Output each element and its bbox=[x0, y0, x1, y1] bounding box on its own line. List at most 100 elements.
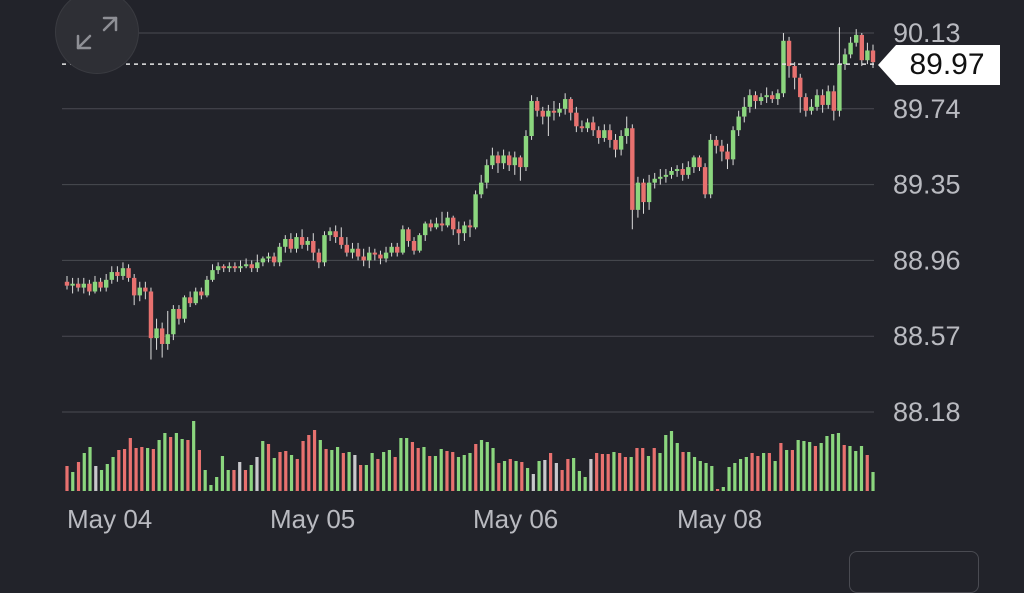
corner-control[interactable] bbox=[849, 551, 979, 593]
volume-bar bbox=[842, 445, 846, 491]
candle-body bbox=[333, 231, 338, 238]
candle-body bbox=[70, 283, 75, 286]
candle-body bbox=[613, 139, 618, 150]
x-tick-label: May 06 bbox=[473, 504, 558, 534]
candle-body bbox=[154, 328, 159, 339]
volume-bar bbox=[65, 466, 69, 491]
volume-bar bbox=[704, 463, 708, 491]
candle-body bbox=[98, 281, 103, 288]
volume-bar bbox=[272, 458, 276, 491]
volume-bar bbox=[865, 455, 869, 491]
volume-bar bbox=[324, 449, 328, 491]
volume-bar bbox=[335, 447, 340, 491]
candle-body bbox=[691, 157, 697, 168]
candle-body bbox=[602, 130, 607, 138]
volume-bar bbox=[773, 461, 777, 491]
volume-bar bbox=[606, 454, 610, 491]
volume-bar bbox=[549, 453, 553, 491]
volume-bar bbox=[134, 448, 138, 491]
candle-body bbox=[361, 256, 366, 261]
candle-body bbox=[663, 174, 669, 177]
y-tick-label: 88.18 bbox=[893, 397, 961, 427]
candle-body bbox=[171, 308, 176, 335]
volume-bar bbox=[192, 421, 196, 491]
candle-body bbox=[378, 254, 383, 259]
volume-bar bbox=[479, 440, 484, 491]
candle-body bbox=[786, 40, 792, 67]
volume-bar bbox=[387, 450, 391, 491]
volume-bar bbox=[451, 452, 455, 491]
volume-bar bbox=[779, 443, 783, 491]
price-pointer-icon bbox=[878, 45, 1000, 85]
volume-bar bbox=[255, 457, 259, 491]
candle-body bbox=[109, 272, 114, 280]
volume-bar bbox=[641, 448, 645, 491]
volume-bar bbox=[727, 467, 731, 491]
volume-bar bbox=[232, 470, 236, 491]
volume-bar bbox=[88, 447, 92, 491]
candle-body bbox=[148, 291, 154, 339]
candle-body bbox=[467, 225, 473, 228]
volume-bar bbox=[151, 449, 155, 491]
candle-body bbox=[473, 194, 478, 228]
candle-body bbox=[383, 252, 389, 259]
candle-body bbox=[641, 182, 646, 203]
volume-bar bbox=[664, 435, 668, 491]
volume-bar bbox=[399, 438, 403, 491]
volume-bar bbox=[491, 448, 495, 491]
volume-bar bbox=[796, 440, 800, 491]
volume-bar bbox=[623, 457, 628, 491]
candle-body bbox=[730, 130, 736, 160]
candle-body bbox=[120, 268, 126, 276]
candle-body bbox=[630, 128, 635, 210]
volume-bar bbox=[600, 454, 605, 491]
candle-body bbox=[255, 262, 260, 269]
candle-body bbox=[227, 266, 232, 269]
candle-body bbox=[859, 34, 865, 61]
volume-bar bbox=[445, 451, 449, 491]
volume-bar bbox=[94, 466, 98, 491]
candle-body bbox=[764, 95, 769, 98]
expand-button[interactable] bbox=[55, 0, 139, 74]
candle-body bbox=[635, 182, 641, 210]
candle-body bbox=[143, 287, 148, 292]
candle-body bbox=[260, 258, 266, 263]
volume-bar bbox=[595, 453, 599, 491]
candle-body bbox=[574, 112, 579, 127]
volume-bar bbox=[859, 446, 864, 491]
volume-bar bbox=[197, 450, 202, 491]
volume-bar bbox=[762, 453, 766, 491]
candle-body bbox=[770, 95, 775, 100]
candle-body bbox=[568, 99, 573, 113]
candle-body bbox=[523, 136, 529, 168]
volume-bar bbox=[393, 457, 397, 491]
candle-body bbox=[210, 270, 215, 280]
volume-bar bbox=[456, 457, 461, 491]
volume-bar bbox=[146, 448, 150, 491]
candle-body bbox=[736, 116, 741, 131]
candle-body bbox=[305, 240, 310, 245]
candle-body bbox=[781, 40, 786, 94]
candle-body bbox=[451, 217, 456, 230]
volume-bar bbox=[301, 441, 305, 491]
volume-bar bbox=[76, 462, 81, 491]
candle-body bbox=[327, 231, 333, 236]
volume-bar bbox=[82, 453, 86, 491]
candle-body bbox=[283, 239, 288, 247]
volume-bar bbox=[681, 452, 685, 491]
volume-bar bbox=[341, 453, 345, 491]
volume-bar bbox=[215, 477, 219, 491]
candle-body bbox=[187, 297, 193, 304]
y-tick-label: 88.96 bbox=[893, 245, 961, 275]
volume-bar bbox=[186, 440, 190, 491]
candle-body bbox=[585, 122, 590, 129]
grid-lines bbox=[62, 32, 874, 413]
volume-bar bbox=[808, 442, 812, 491]
candle-body bbox=[854, 34, 859, 43]
volume-bar bbox=[105, 464, 109, 491]
candle-body bbox=[831, 91, 837, 111]
volume-bar bbox=[831, 434, 835, 491]
volume-bar bbox=[284, 451, 288, 491]
candle-body bbox=[501, 155, 506, 164]
volume-bar bbox=[485, 442, 489, 491]
